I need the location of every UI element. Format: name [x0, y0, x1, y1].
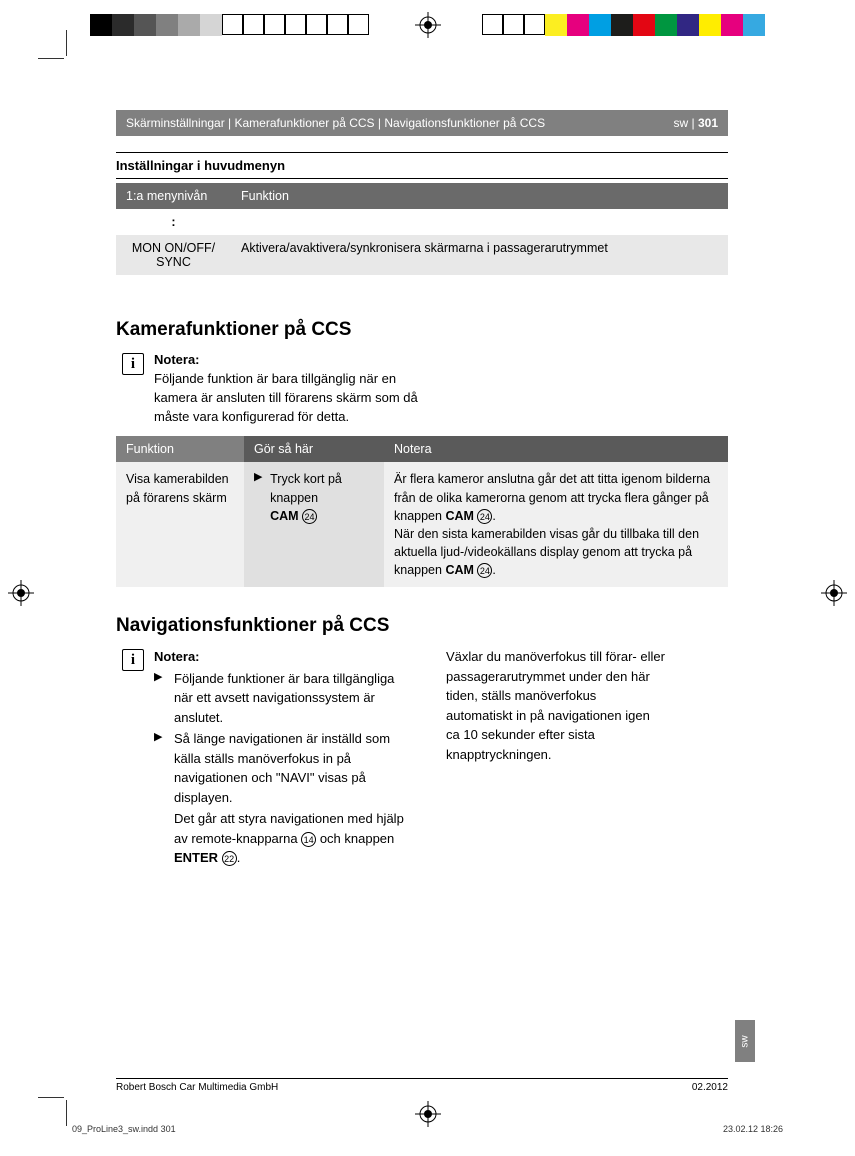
note-label: Notera: — [154, 647, 406, 667]
nav-col-right: Växlar du manöverfokus till förar- eller… — [436, 647, 666, 868]
heading-camera: Kamerafunktioner på CCS — [116, 319, 728, 341]
cell-function: Visa kamerabilden på förarens skärm — [116, 462, 244, 587]
triangle-bullet-icon: ▶ — [254, 470, 264, 524]
print-slug: 09_ProLine3_sw.indd 301 23.02.12 18:26 — [72, 1124, 783, 1134]
print-filename: 09_ProLine3_sw.indd 301 — [72, 1124, 176, 1134]
enter-button-label: ENTER — [174, 850, 218, 865]
cell-empty — [231, 209, 728, 235]
section-title-settings: Inställningar i huvudmenyn — [116, 152, 728, 179]
page-footer: Robert Bosch Car Multimedia GmbH 02.2012 — [116, 1078, 728, 1093]
cell-menu-item: MON ON/OFF/ SYNC — [116, 235, 231, 275]
language-tab: sw — [735, 1020, 755, 1062]
cam-button-label: CAM — [270, 509, 298, 523]
table-row: MON ON/OFF/ SYNC Aktivera/avaktivera/syn… — [116, 235, 728, 275]
key-ref-22: 22 — [222, 851, 237, 866]
page-header-bar: Skärminställningar | Kamerafunktioner på… — [116, 110, 728, 136]
colorbar-grayscale — [90, 14, 369, 36]
note-paragraph: Det går att styra navigationen med hjälp… — [154, 809, 406, 868]
key-ref-14: 14 — [301, 832, 316, 847]
th-function: Funktion — [231, 183, 728, 209]
registration-mark-icon — [821, 580, 847, 609]
bullet-item: ▶ Följande funktioner är bara tillgängli… — [154, 669, 406, 728]
triangle-bullet-icon: ▶ — [154, 669, 166, 728]
cell-function-desc: Aktivera/avaktivera/synkronisera skärmar… — [231, 235, 728, 275]
triangle-bullet-icon: ▶ — [154, 729, 166, 807]
settings-table: 1:a menynivån Funktion : MON ON/OFF/ SYN… — [116, 183, 728, 275]
table-header-row: 1:a menynivån Funktion — [116, 183, 728, 209]
key-ref-24: 24 — [302, 509, 317, 524]
crop-mark — [66, 1100, 67, 1126]
colorbar-colors — [482, 14, 765, 36]
footer-date: 02.2012 — [692, 1082, 728, 1093]
info-note-camera: i Notera: Följande funktion är bara till… — [116, 351, 728, 426]
crop-mark — [38, 58, 64, 59]
page-lang-number: sw | 301 — [674, 116, 718, 130]
nav-columns: i Notera: ▶ Följande funktioner är bara … — [116, 647, 728, 868]
note-label: Notera: — [154, 352, 200, 367]
table-row: : — [116, 209, 728, 235]
page-content: Skärminställningar | Kamerafunktioner på… — [116, 110, 728, 868]
info-icon: i — [122, 353, 144, 375]
note-body: Notera: Följande funktion är bara tillgä… — [154, 351, 434, 426]
table-header-row: Funktion Gör så här Notera — [116, 436, 728, 462]
crop-mark — [38, 1097, 64, 1098]
heading-navigation: Navigationsfunktioner på CCS — [116, 615, 728, 637]
nav-col-left: i Notera: ▶ Följande funktioner är bara … — [116, 647, 406, 868]
camera-table: Funktion Gör så här Notera Visa kamerabi… — [116, 436, 728, 587]
th-how: Gör så här — [244, 436, 384, 462]
footer-company: Robert Bosch Car Multimedia GmbH — [116, 1082, 278, 1093]
info-icon: i — [122, 649, 144, 671]
table-row: Visa kamerabilden på förarens skärm ▶ Tr… — [116, 462, 728, 587]
note-text: Följande funktion är bara tillgänglig nä… — [154, 371, 418, 424]
cell-note: Är flera kameror anslutna går det att ti… — [384, 462, 728, 587]
cell-how: ▶ Tryck kort på knappen CAM 24 — [244, 462, 384, 587]
th-menu-level: 1:a menynivån — [116, 183, 231, 209]
registration-mark-icon — [415, 12, 441, 41]
crop-mark — [66, 30, 67, 56]
cell-colon: : — [116, 209, 231, 235]
print-timestamp: 23.02.12 18:26 — [723, 1124, 783, 1134]
registration-mark-icon — [8, 580, 34, 609]
th-note: Notera — [384, 436, 728, 462]
th-function: Funktion — [116, 436, 244, 462]
bullet-item: ▶ Så länge navigationen är inställd som … — [154, 729, 406, 807]
breadcrumb: Skärminställningar | Kamerafunktioner på… — [126, 116, 545, 130]
